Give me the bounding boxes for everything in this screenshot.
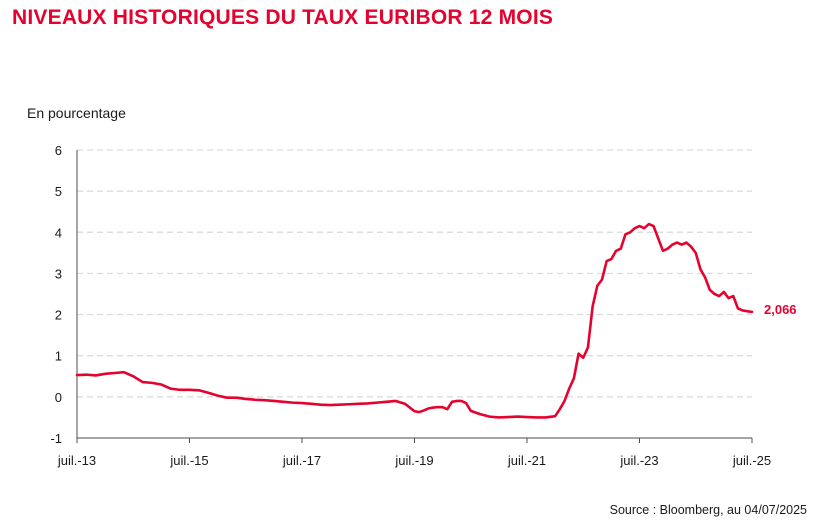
end-value-label: 2,066 [764,302,797,317]
x-tick-label-juil.-21: juil.-21 [507,453,546,468]
x-tick-label-juil.-19: juil.-19 [394,453,433,468]
y-axis-unit-label: En pourcentage [27,105,126,121]
y-tick-labels: -1 0 1 2 3 4 5 6 [50,143,62,446]
source-note: Source : Bloomberg, au 04/07/2025 [609,503,807,517]
annotations: 2,066 [764,302,797,317]
x-tick-label-juil.-23: juil.-23 [619,453,658,468]
y-tick-label-6: 6 [55,143,62,158]
x-tick-label-juil.-13: juil.-13 [57,453,96,468]
x-tick-label-juil.-25: juil.-25 [732,453,771,468]
y-tick-label-2: 2 [55,308,62,323]
x-tick-labels: juil.-13 juil.-15 juil.-17 juil.-19 juil.-21… [57,453,771,468]
y-tick-label-0: 0 [55,390,62,405]
series-line-euribor-12m [75,222,754,419]
y-tick-label-4: 4 [55,225,62,240]
x-tick-label-juil.-15: juil.-15 [169,453,208,468]
axes [76,150,753,443]
series-layer [75,222,754,419]
y-tick-label-1: 1 [55,349,62,364]
y-tick-label--1: -1 [50,431,62,446]
chart-title: NIVEAUX HISTORIQUES DU TAUX EURIBOR 12 M… [12,6,554,29]
x-tick-label-juil.-17: juil.-17 [282,453,321,468]
y-tick-label-5: 5 [55,184,62,199]
y-tick-label-3: 3 [55,266,62,281]
grid-lines [77,149,752,398]
